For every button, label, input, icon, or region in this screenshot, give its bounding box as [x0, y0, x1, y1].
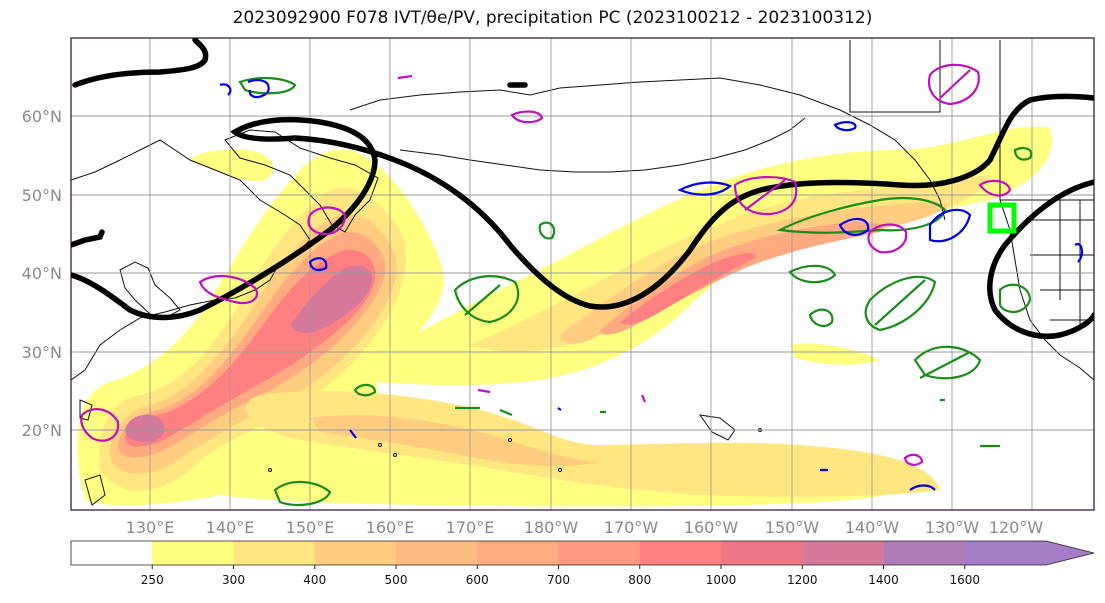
colorbar: 250 300 400 500 600 700 800 1000 1200 1400 1600 [70, 540, 1095, 587]
lon-label-120w: 120°W [989, 518, 1044, 537]
colorbar-tick-label: 300 [222, 573, 245, 587]
colorbar-segment [314, 541, 397, 565]
ivt-region-400-subtropical [310, 415, 600, 466]
ivt-region-400-central [560, 202, 950, 344]
colorbar-segment [71, 541, 153, 565]
colorbar-tick-label: 400 [303, 573, 326, 587]
colorbar-ticks [151, 565, 966, 569]
pv-contours [80, 63, 1084, 507]
theta-contour-main [71, 93, 1094, 321]
colorbar-tick-label: 700 [547, 573, 570, 587]
pv-green-contours [238, 76, 1033, 507]
colorbar-tick-label: 800 [628, 573, 651, 587]
ivt-region-1200-north [290, 265, 372, 334]
lon-label-160w: 160°W [684, 518, 739, 537]
colorbar-segment [639, 541, 722, 565]
colorbar-outline [70, 540, 1095, 566]
map-title: 2023092900 F078 IVT/θe/PV, precipitation… [232, 8, 873, 28]
ivt-region-300-subtropical [245, 390, 940, 497]
colorbar-segment [396, 541, 478, 565]
lon-label-160e: 160°E [366, 518, 415, 537]
colorbar-segment [721, 541, 803, 565]
lon-label-170e: 170°E [446, 518, 495, 537]
lon-label-140e: 140°E [206, 518, 255, 537]
lon-label-130e: 130°E [126, 518, 175, 537]
lat-label-40n: 40°N [22, 264, 62, 283]
lat-label-60n: 60°N [22, 107, 62, 126]
map-frame [70, 37, 1095, 511]
pv-blue-contours [219, 79, 1084, 491]
lat-label-20n: 20°N [22, 421, 62, 440]
colorbar-segment [233, 541, 316, 565]
colorbar-labels: 250 300 400 500 600 700 800 1000 1200 1400 1600 [141, 573, 980, 587]
theta-e-contours [71, 38, 1094, 339]
ivt-region-800-central [620, 253, 756, 325]
lon-label-150w: 150°W [765, 518, 820, 537]
theta-contour-east [987, 179, 1094, 339]
colorbar-segment [883, 541, 966, 565]
location-marker-box [987, 202, 1017, 234]
theta-contour-west-stub [71, 229, 105, 248]
pv-magenta-contours [80, 63, 1012, 466]
colorbar-segment [558, 541, 641, 565]
colorbar-tick-label: 1400 [868, 573, 899, 587]
lon-label-180w: 180°W [524, 518, 579, 537]
theta-contour-northwest [72, 38, 209, 88]
colorbar-tick-label: 1200 [787, 573, 818, 587]
colorbar-tick-label: 500 [385, 573, 408, 587]
ivt-region-250-east [790, 343, 880, 365]
ivt-region-1200-south [125, 414, 165, 443]
colorbar-segment [477, 541, 559, 565]
colorbar-tick-label: 250 [141, 573, 164, 587]
lon-label-140w: 140°W [845, 518, 900, 537]
colorbar-segment [964, 541, 1094, 565]
lat-label-30n: 30°N [22, 343, 62, 362]
colorbar-segments [71, 541, 1094, 565]
colorbar-tick-label: 1600 [949, 573, 980, 587]
colorbar-segment [802, 541, 884, 565]
lon-label-130w: 130°W [925, 518, 980, 537]
lat-label-50n: 50°N [22, 186, 62, 205]
lon-label-170w: 170°W [604, 518, 659, 537]
colorbar-segment [152, 541, 234, 565]
colorbar-tick-label: 600 [466, 573, 489, 587]
ivt-region-250-north [190, 149, 274, 181]
gridlines [71, 38, 1094, 510]
colorbar-tick-label: 1000 [706, 573, 737, 587]
lon-label-150e: 150°E [286, 518, 335, 537]
